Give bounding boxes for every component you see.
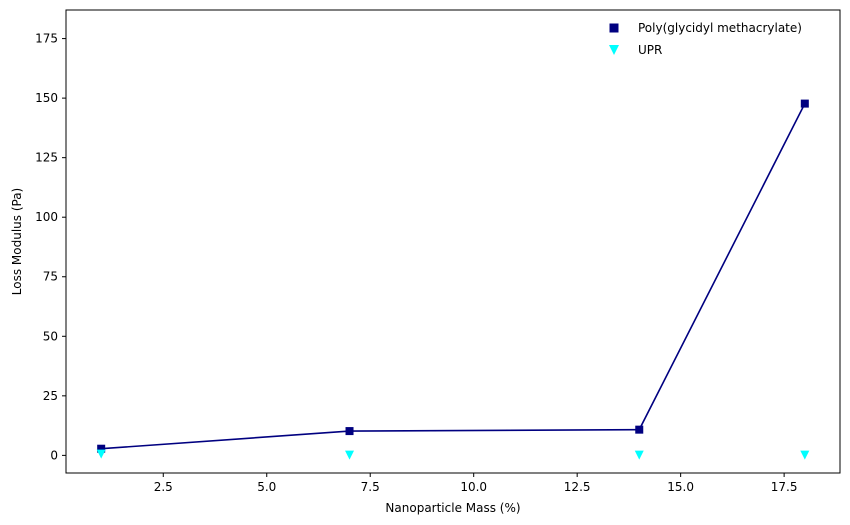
series-layer bbox=[96, 99, 810, 460]
upr-point bbox=[96, 449, 106, 459]
x-tick-label: 2.5 bbox=[154, 480, 173, 494]
upr-point bbox=[800, 450, 810, 460]
legend-upr-marker bbox=[609, 45, 619, 55]
x-tick-label: 5.0 bbox=[257, 480, 276, 494]
y-axis-label: Loss Modulus (Pa) bbox=[10, 188, 24, 295]
x-axis-label: Nanoparticle Mass (%) bbox=[385, 501, 520, 515]
pgma-point bbox=[97, 444, 106, 453]
x-tick-label: 10.0 bbox=[460, 480, 487, 494]
legend-upr-label: UPR bbox=[638, 43, 662, 57]
plot-frame bbox=[65, 9, 841, 474]
x-tick-label: 7.5 bbox=[361, 480, 380, 494]
pgma-point bbox=[635, 425, 644, 434]
legend: Poly(glycidyl methacrylate) UPR bbox=[609, 21, 802, 57]
pgma-point bbox=[345, 427, 354, 436]
x-tick-label: 17.5 bbox=[771, 480, 798, 494]
x-tick-label: 15.0 bbox=[667, 480, 694, 494]
y-tick-label: 50 bbox=[43, 329, 58, 343]
legend-pgma-marker bbox=[609, 23, 619, 33]
x-axis: 2.5 5.0 7.5 10.0 12.5 15.0 17.5 bbox=[154, 473, 798, 494]
pgma-point bbox=[800, 99, 809, 108]
legend-pgma-label: Poly(glycidyl methacrylate) bbox=[638, 21, 802, 35]
x-tick-label: 12.5 bbox=[564, 480, 591, 494]
y-tick-label: 75 bbox=[43, 270, 58, 284]
y-tick-label: 100 bbox=[35, 210, 58, 224]
y-tick-label: 0 bbox=[50, 448, 58, 462]
upr-point bbox=[634, 450, 644, 460]
y-tick-label: 125 bbox=[35, 151, 58, 165]
y-tick-label: 150 bbox=[35, 91, 58, 105]
plot-background bbox=[66, 10, 840, 473]
y-tick-label: 25 bbox=[43, 389, 58, 403]
upr-point bbox=[345, 450, 355, 460]
y-tick-label: 175 bbox=[35, 32, 58, 46]
pgma-line bbox=[101, 103, 806, 450]
y-axis: 0 25 50 75 100 125 150 175 bbox=[35, 32, 66, 462]
